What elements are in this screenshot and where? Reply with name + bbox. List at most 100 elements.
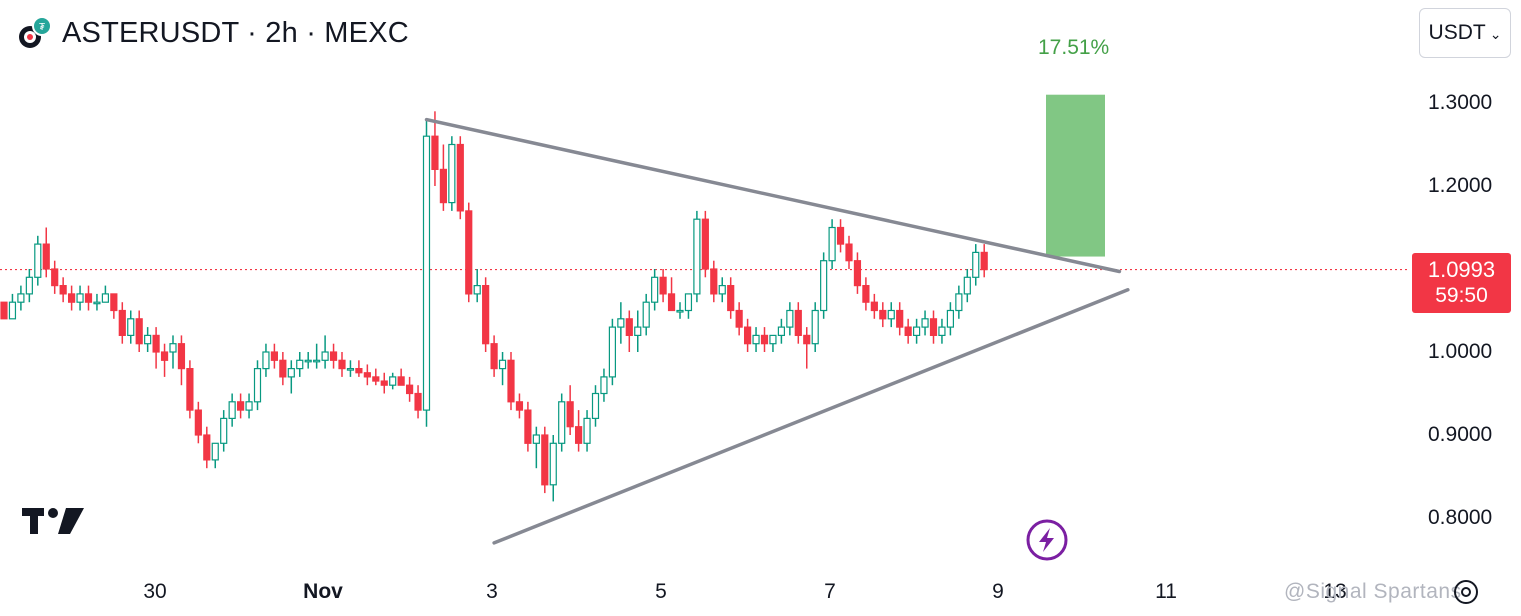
y-axis-label: 1.2000 [1428, 174, 1493, 197]
candle-body [938, 326, 946, 337]
candle-body [270, 351, 278, 361]
bar-countdown: 59:50 [1435, 284, 1488, 307]
candle-body [684, 293, 693, 312]
candle-body [127, 318, 135, 336]
candle-body [828, 226, 836, 262]
candle-body [439, 168, 447, 204]
candle-body [262, 351, 270, 370]
x-axis-label: 5 [655, 580, 667, 603]
candle-body [879, 309, 887, 320]
candle-body [465, 210, 473, 295]
candle-body [836, 226, 845, 245]
candle-body [870, 301, 878, 312]
candle-body [329, 351, 338, 361]
candle-body [0, 301, 8, 320]
candle-body [558, 401, 566, 444]
x-axis-label: Nov [303, 580, 343, 603]
candle-body [541, 434, 549, 486]
candle-body [972, 251, 980, 278]
candle-body [718, 285, 726, 295]
candle-body [929, 318, 938, 336]
candle-body [51, 268, 59, 287]
candle-body [431, 135, 439, 170]
currency-label: USDT [1428, 21, 1486, 44]
candle-body [59, 285, 67, 295]
candle-body [667, 293, 676, 312]
candle-body [642, 301, 650, 328]
candle-body [760, 334, 769, 345]
candle-body [253, 368, 262, 403]
candle-body [110, 293, 118, 312]
candle-body [203, 434, 211, 461]
candle-body [422, 135, 431, 411]
candle-body [194, 409, 202, 436]
candle-body [963, 276, 971, 295]
y-axis-label: 1.0000 [1428, 340, 1493, 363]
y-axis-label: 0.9000 [1428, 423, 1493, 446]
candle-body [177, 343, 186, 370]
candle-body [566, 401, 574, 428]
x-axis-label: 3 [486, 580, 498, 603]
candle-body [490, 343, 498, 370]
candle-body [896, 309, 904, 328]
candle-body [448, 143, 456, 204]
candle-body [8, 301, 17, 320]
candle-body [583, 417, 591, 444]
candle-body [42, 243, 50, 270]
candle-body [862, 285, 870, 303]
x-axis-label: 13 [1323, 580, 1347, 603]
candle-body [287, 368, 295, 378]
candle-body [532, 434, 540, 444]
candle-body [701, 218, 709, 270]
candle-body [608, 326, 617, 378]
candle-body [152, 334, 160, 353]
candle-body [321, 351, 329, 361]
candle-body [710, 268, 718, 295]
candle-body [186, 368, 194, 411]
x-axis-label: 7 [824, 580, 836, 603]
last-price: 1.0993 [1427, 257, 1496, 282]
candle-body [220, 417, 228, 444]
settings-gear-icon[interactable] [1452, 578, 1480, 606]
lower-trendline [492, 288, 1130, 545]
symbol-logo-icon: ₮ [18, 16, 52, 50]
candle-body [912, 326, 921, 337]
candle-body [651, 276, 659, 303]
candle-body [380, 380, 388, 386]
candle-body [144, 334, 152, 345]
candle-body [76, 293, 84, 303]
x-axis-label: 11 [1155, 580, 1177, 603]
candle-body [735, 309, 743, 328]
candle-body [338, 359, 346, 370]
candle-body [363, 372, 371, 378]
candle-body [279, 359, 287, 378]
lightning-icon[interactable] [1026, 519, 1068, 566]
candle-body [414, 392, 422, 411]
candle-body [84, 293, 93, 303]
y-axis-label: 1.3000 [1428, 91, 1493, 114]
symbol-title[interactable]: ASTERUSDT · 2h · MEXC [62, 16, 409, 49]
candle-body [313, 359, 321, 363]
candle-body [228, 401, 236, 419]
candle-body [389, 376, 397, 386]
candle-body [676, 309, 684, 313]
candle-body [743, 326, 752, 345]
candle-body [397, 376, 405, 386]
measure-percent-label: 17.51% [1038, 36, 1110, 59]
chart-header: ₮ ASTERUSDT · 2h · MEXC [18, 16, 409, 50]
candle-body [980, 251, 988, 271]
candle-body [34, 243, 42, 278]
candle-body [211, 442, 219, 461]
candle-body [625, 318, 633, 336]
candle-body [93, 301, 101, 305]
x-axis-label: 9 [992, 580, 1004, 603]
candle-body [727, 285, 735, 312]
watermark: @Signal Spartans [1284, 580, 1462, 603]
candle-body [659, 276, 667, 295]
candle-body [955, 293, 963, 312]
svg-text:₮: ₮ [39, 22, 45, 33]
candle-body [135, 318, 143, 345]
candle-body [67, 293, 76, 303]
currency-select-button[interactable]: USDT ⌄ [1419, 8, 1511, 58]
